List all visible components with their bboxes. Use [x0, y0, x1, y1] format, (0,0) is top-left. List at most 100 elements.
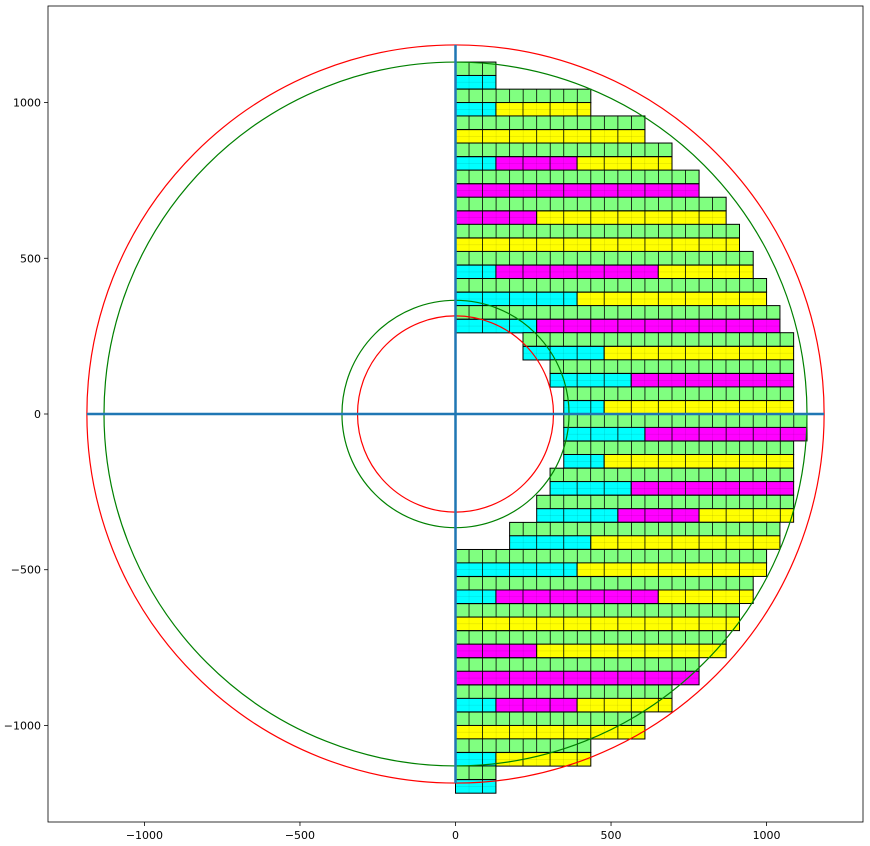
x-tick-label: 500 [601, 829, 622, 842]
bar-segment-yellow [536, 643, 727, 659]
bar-segment-small [549, 467, 795, 483]
y-tick-label: 0 [34, 408, 41, 421]
bar-segment-magenta [644, 426, 808, 442]
segment-outline [455, 779, 497, 794]
bar-segment-small [455, 88, 592, 104]
segment-fill [455, 62, 496, 76]
bar-segment-cyan [509, 535, 592, 550]
segment-fill [455, 75, 496, 90]
bar-segment-small [549, 359, 795, 374]
segment-fill [455, 292, 578, 306]
segment-fill [455, 224, 740, 238]
x-tick-label: −500 [285, 829, 315, 842]
segment-fill [455, 671, 700, 685]
segment-fill [658, 265, 754, 279]
bar-segment-yellow [590, 535, 781, 550]
bar-segment-magenta [455, 670, 700, 686]
bar-segment-small [563, 413, 808, 429]
bar-segment-magenta [630, 481, 795, 496]
bar-segment-magenta [495, 697, 578, 713]
bar-segment-small [455, 684, 673, 700]
x-tick-label: 0 [452, 829, 459, 842]
segment-fill [536, 319, 780, 333]
bar-segment-cyan [455, 589, 497, 605]
plot-area [86, 44, 825, 794]
bar-segment-yellow [603, 453, 795, 469]
bar-segment-yellow [657, 264, 754, 280]
segment-fill [590, 535, 780, 550]
bar-segment-cyan [455, 264, 497, 280]
bar-segment-magenta [630, 373, 795, 388]
x-axis-ticks: −1000 −500 0 500 1000 [126, 822, 781, 842]
bar-segment-small [455, 278, 768, 293]
bar-segment-cyan [455, 74, 497, 90]
bar-segment-magenta [455, 210, 538, 225]
bar-segment-small [455, 630, 727, 645]
segment-fill [455, 102, 496, 117]
bar-segment-small [455, 765, 497, 780]
bar-segment-magenta [495, 156, 578, 171]
bar-segment-cyan [563, 453, 605, 469]
segment-fill [536, 210, 727, 225]
y-tick-label: 1000 [13, 97, 41, 110]
bar-segment-yellow [603, 345, 795, 361]
bar-segment-small [522, 332, 795, 347]
bar-segment-small [455, 305, 781, 320]
bar-segment-yellow [603, 400, 795, 415]
bar-segment-cyan [522, 345, 605, 361]
segment-fill [563, 386, 794, 401]
segment-fill [563, 454, 605, 469]
segment-fill [495, 752, 591, 767]
bar-segment-small [455, 115, 646, 130]
segment-fill [509, 535, 591, 550]
bar-segment-small [455, 711, 646, 727]
segment-fill [455, 617, 740, 631]
bar-segment-cyan [455, 697, 497, 713]
segment-fill [523, 346, 605, 360]
bar-segment-yellow [495, 102, 592, 117]
segment-fill [455, 752, 496, 767]
bar-segment-cyan [563, 426, 646, 442]
bar-segment-yellow [576, 156, 673, 171]
segment-fill [495, 102, 591, 117]
bar-segment-yellow [576, 697, 673, 713]
segment-fill [455, 156, 496, 171]
bar-segment-cyan [563, 400, 605, 415]
bar-segment-small [563, 440, 795, 456]
segment-fill [577, 292, 767, 306]
bar-segment-yellow [455, 616, 741, 632]
segment-fill [536, 495, 794, 509]
bar-segment-small [455, 603, 741, 618]
bar-segment-small [455, 196, 727, 212]
segment-fill [563, 400, 605, 415]
segment-fill [455, 562, 578, 577]
segment-fill [455, 210, 537, 225]
bar-segment-cyan [549, 481, 632, 496]
segment-fill [455, 603, 740, 618]
bar-segment-magenta [495, 264, 659, 280]
bar-segment-yellow [698, 508, 795, 523]
bar-segment-small [455, 657, 700, 672]
segment-fill [604, 400, 794, 415]
segment-fill [495, 156, 578, 171]
bar-segment-small [455, 169, 700, 185]
segment-fill [577, 156, 673, 171]
segment-fill [577, 562, 767, 577]
bar-segment-cyan [536, 508, 619, 523]
bar-segment-small [455, 548, 768, 564]
segment-fill [536, 508, 618, 523]
y-tick-label: 500 [20, 252, 41, 265]
x-tick-label: −1000 [126, 829, 163, 842]
bar-segment-yellow [576, 562, 768, 577]
bar-segment-yellow [576, 291, 768, 307]
bar-segment-yellow [455, 237, 741, 253]
bar-segment-small [536, 494, 795, 510]
bar-segment-cyan [455, 562, 578, 577]
y-tick-label: −1000 [4, 719, 41, 732]
segment-fill [455, 265, 496, 279]
bar-segment-small [455, 223, 741, 239]
bar-segment-small [455, 142, 673, 158]
bar-segment-small [455, 738, 592, 753]
bar-segment-yellow [455, 129, 646, 144]
bar-segment-cyan [455, 318, 538, 334]
